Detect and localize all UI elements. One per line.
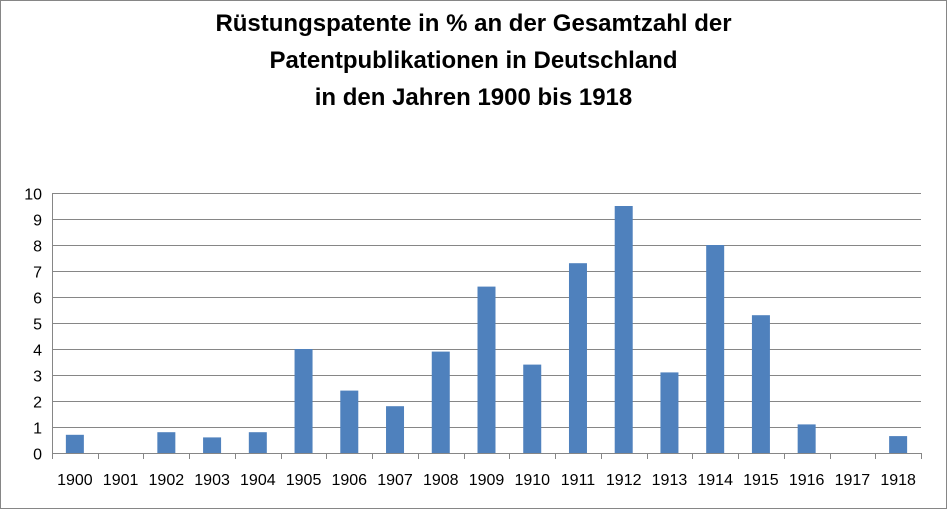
chart-title: Rüstungspatente in % an der Gesamtzahl d… [1, 5, 946, 116]
x-tick-label-1918: 1918 [880, 472, 916, 489]
bar-1907 [386, 406, 405, 453]
bar-1915 [751, 315, 770, 453]
bar-1918 [889, 436, 908, 453]
bar-1906 [340, 390, 359, 453]
y-axis-tick-labels: 0 1 2 3 4 5 6 7 8 9 10 [24, 187, 42, 464]
x-tick-label-1900: 1900 [57, 472, 93, 489]
bar-1916 [797, 424, 816, 453]
bar-1913 [660, 372, 679, 453]
y-tick-label-9: 9 [33, 213, 42, 230]
x-tick-label-1905: 1905 [286, 472, 322, 489]
bar-1900 [65, 434, 84, 453]
y-tick-label-7: 7 [33, 265, 42, 282]
x-tick-label-1913: 1913 [652, 472, 688, 489]
chart-title-line-2: Patentpublikationen in Deutschland [269, 47, 678, 74]
x-tick-label-1911: 1911 [561, 472, 596, 489]
bar-1912 [614, 206, 633, 453]
bar-1908 [431, 351, 450, 453]
x-tick-label-1907: 1907 [377, 472, 413, 489]
x-tick-label-1916: 1916 [789, 472, 825, 489]
bar-1909 [477, 286, 496, 453]
x-tick-label-1912: 1912 [606, 472, 642, 489]
bar-1910 [523, 364, 542, 453]
x-tick-label-1908: 1908 [423, 472, 459, 489]
y-tick-label-1: 1 [33, 421, 42, 438]
bar-1902 [157, 432, 176, 453]
y-tick-label-3: 3 [33, 369, 42, 386]
x-tick-label-1906: 1906 [331, 472, 367, 489]
x-tick-label-1904: 1904 [240, 472, 276, 489]
y-tick-label-4: 4 [33, 343, 42, 360]
bar-1903 [203, 437, 222, 453]
x-tick-label-1901: 1901 [103, 472, 139, 489]
y-tick-label-2: 2 [33, 395, 42, 412]
bar-1905 [294, 349, 313, 453]
x-tick-label-1902: 1902 [149, 472, 185, 489]
x-tick-label-1909: 1909 [469, 472, 505, 489]
y-tick-label-8: 8 [33, 239, 42, 256]
chart-title-line-3: in den Jahren 1900 bis 1918 [314, 84, 633, 111]
x-tick-label-1910: 1910 [514, 472, 550, 489]
bar-1911 [568, 263, 587, 453]
x-tick-label-1914: 1914 [697, 472, 733, 489]
y-tick-label-5: 5 [33, 317, 42, 334]
y-tick-label-6: 6 [33, 291, 42, 308]
x-tick-label-1915: 1915 [743, 472, 779, 489]
axes [52, 193, 922, 459]
x-axis-tick-labels: 1900 1901 1902 1903 1904 1905 1906 1907 1908 1909… [57, 472, 916, 489]
bar-1914 [706, 245, 725, 453]
y-tick-label-10: 10 [24, 187, 42, 204]
x-tick-label-1917: 1917 [835, 472, 871, 489]
x-tick-label-1903: 1903 [194, 472, 230, 489]
y-tick-label-0: 0 [33, 447, 42, 464]
chart-title-line-1: Rüstungspatente in % an der Gesamtzahl d… [215, 10, 732, 37]
bars [65, 206, 908, 453]
bar-1904 [248, 432, 267, 453]
